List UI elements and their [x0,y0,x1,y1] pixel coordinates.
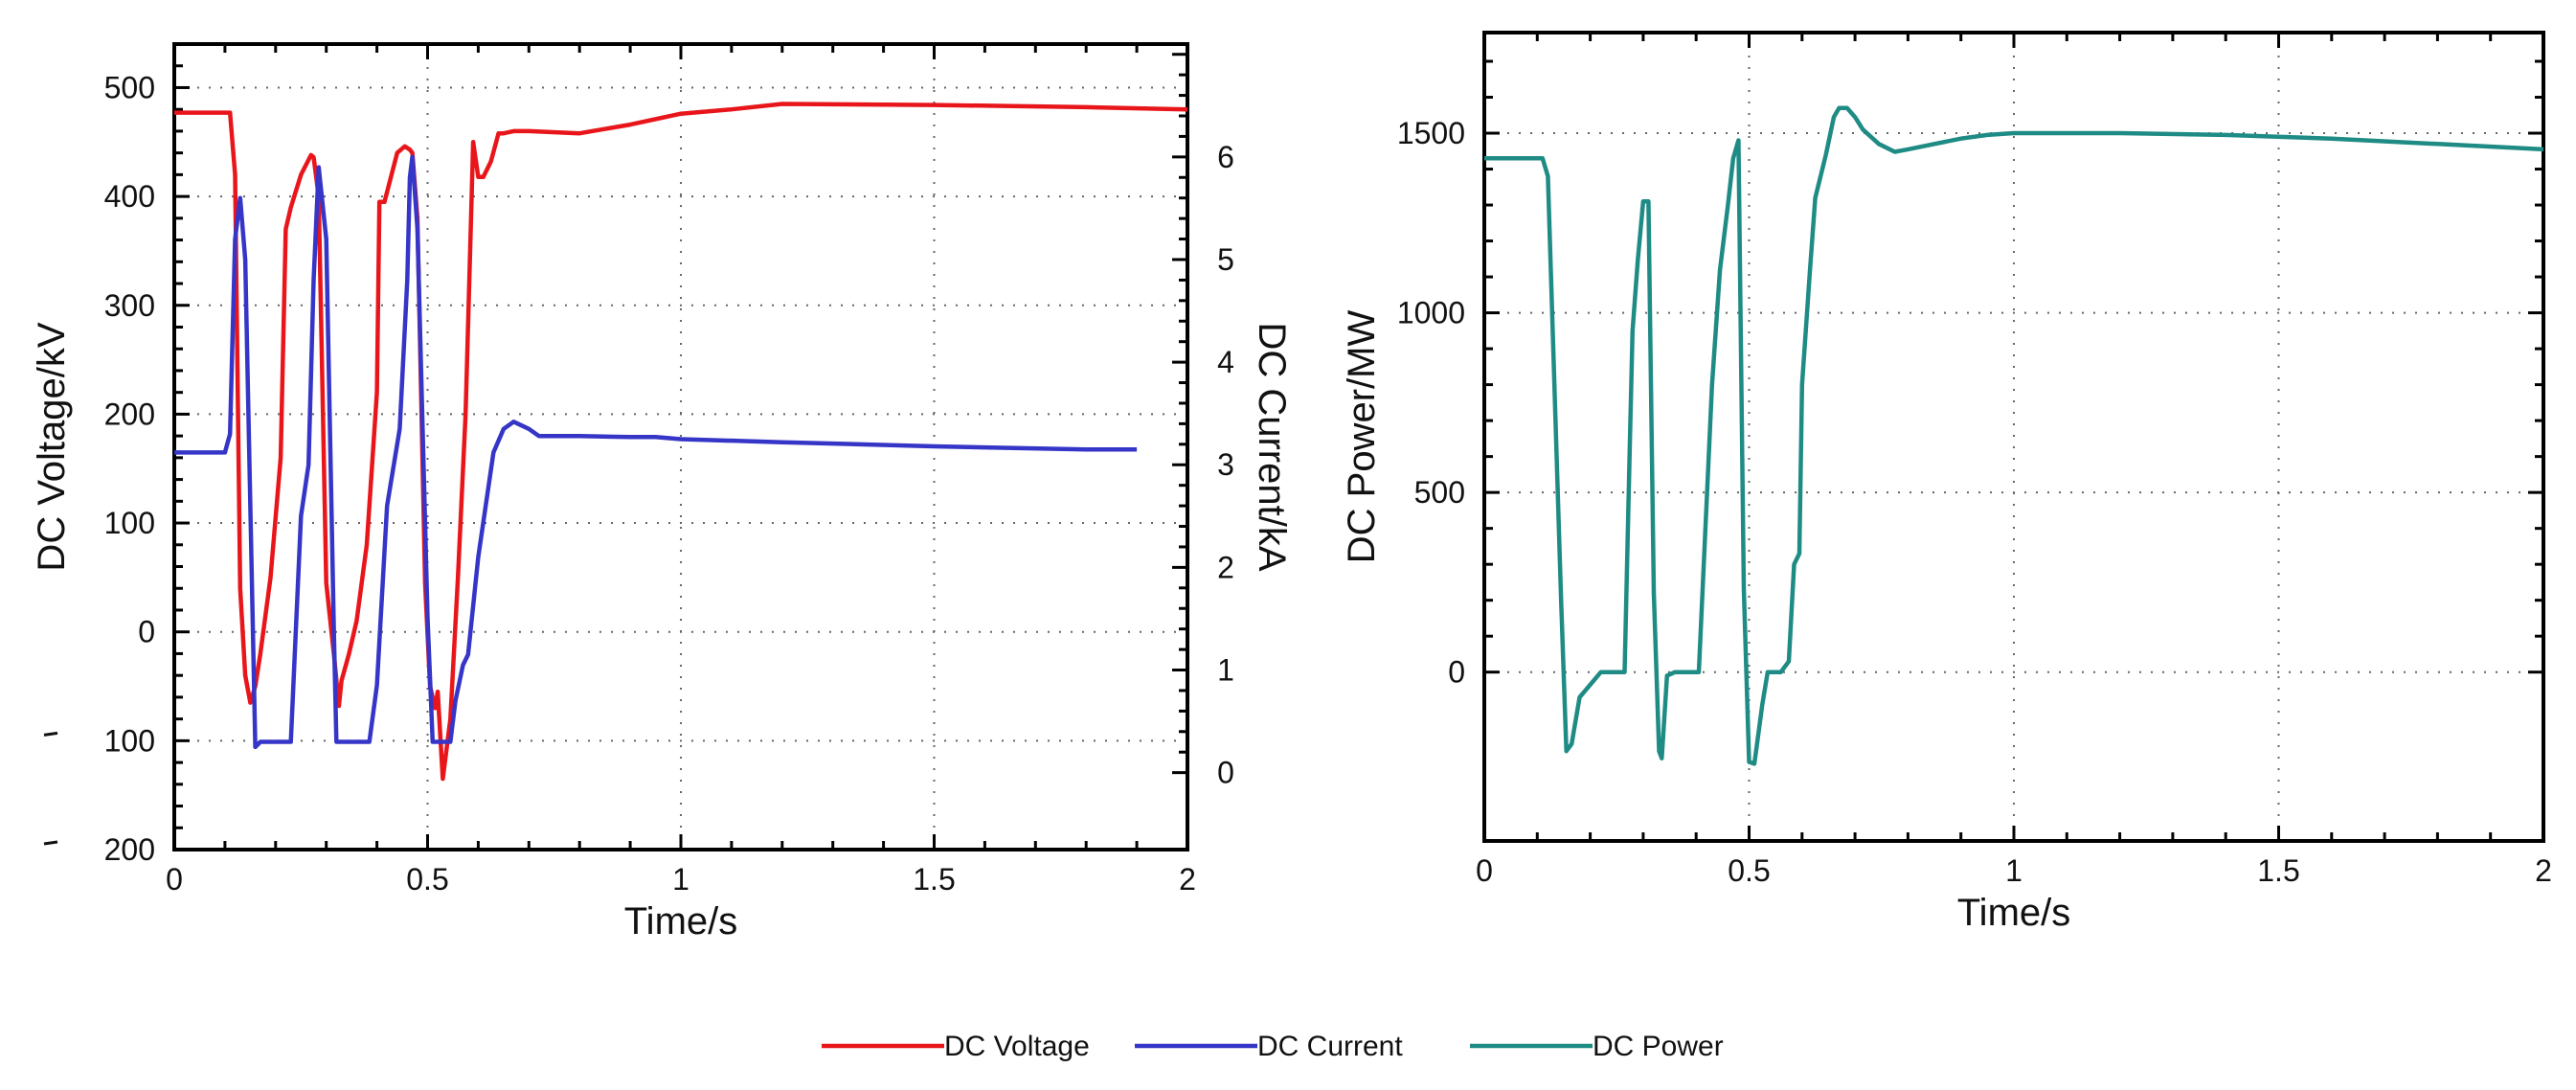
y-tick-label: 200 [104,397,155,431]
voltage-current-chart: 0 0.5 1 1.5 2 500 400 300 200 100 0 100 200 6 5 4 3 2 1 0 Ti… [31,42,1293,942]
x-tick-label: 0.5 [1728,853,1770,888]
y-tick-label: 500 [104,70,155,104]
y-tick-label: 1500 [1397,116,1465,150]
y-tick-label: 100 [104,506,155,540]
y-tick-label: 300 [104,288,155,323]
y-tick-label: 0 [138,615,155,649]
x-tick-label: 0 [1476,853,1493,888]
y2-tick-label: 6 [1217,140,1234,174]
legend-label-1: DC Voltage [944,1031,1090,1062]
y-tick-label: 1000 [1397,296,1465,330]
x-tick-label: 1.5 [913,862,955,897]
y2-tick-label: 4 [1217,345,1234,379]
y-tick-label: 100 [104,723,155,758]
x-axis-title: Time/s [624,900,738,942]
x-tick-label: 2 [2535,853,2552,888]
legend-label-2: DC Current [1257,1031,1403,1062]
y2-tick-label: 3 [1217,447,1234,482]
x-tick-label: 1 [672,862,689,897]
negative-sign-mark [43,840,58,846]
x-tick-label: 0.5 [406,862,448,897]
x-tick-label: 1.5 [2257,853,2299,888]
y-tick-label: 500 [1414,475,1465,510]
dc-current-line [174,154,1138,750]
dc-power-line [1484,105,2543,766]
x-tick-label: 0 [166,862,183,897]
x-tick-label: 1 [2005,853,2022,888]
y2-tick-label: 2 [1217,550,1234,584]
y2-axis-title: DC Current/kA [1251,322,1293,571]
negative-sign-mark [43,731,58,737]
y2-tick-label: 1 [1217,653,1234,688]
x-axis-title: Time/s [1957,892,2071,934]
legend: DC Voltage DC Current DC Power [822,1031,1724,1062]
legend-label-3: DC Power [1593,1031,1724,1062]
y2-tick-label: 0 [1217,756,1234,790]
x-tick-label: 2 [1179,862,1196,897]
y2-tick-label: 5 [1217,242,1234,277]
y-tick-label: 0 [1448,655,1465,690]
power-chart: 0 0.5 1 1.5 2 1500 1000 500 0 Time/s DC Power/MW [1341,31,2552,934]
y-axis-title: DC Power/MW [1341,310,1383,564]
dc-voltage-line [174,102,1187,782]
y-tick-label: 400 [104,179,155,214]
y-axis-title: DC Voltage/kV [31,322,73,571]
y-tick-label: 200 [104,832,155,867]
